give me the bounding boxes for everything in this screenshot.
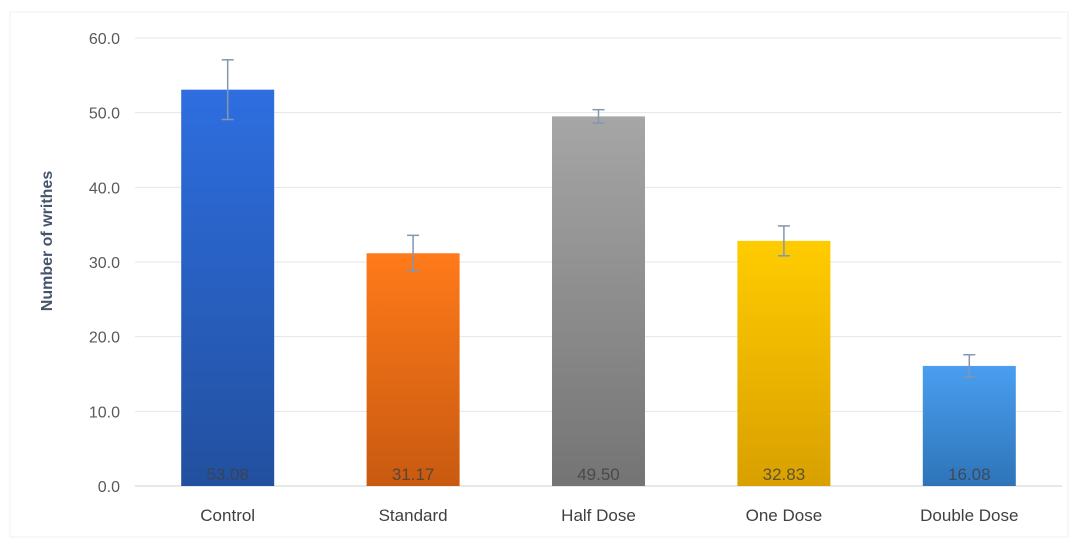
bars [181,89,1016,487]
y-tick-label: 0.0 [98,479,120,496]
bar-standard [366,253,460,486]
data-label: 49.50 [577,465,620,484]
x-category-label: Double Dose [920,506,1018,525]
data-label: 32.83 [763,465,806,484]
x-category-label: Standard [379,506,448,525]
error-bar [221,59,234,121]
y-tick-label: 20.0 [89,330,120,347]
x-category-label: Half Dose [561,506,636,525]
y-tick-label: 40.0 [89,180,120,197]
x-category-label: Control [200,506,255,525]
chart-border [9,11,1069,538]
category-labels: Control Standard Half Dose One Dose Double D… [200,506,1018,525]
error-bar [777,225,790,257]
bar-control [181,89,275,486]
error-bar [963,353,976,378]
data-label: 31.17 [392,465,435,484]
y-tick-label: 50.0 [89,106,120,123]
x-category-label: One Dose [746,506,823,525]
y-tick-label: 60.0 [89,31,120,48]
data-labels: 53.08 31.17 49.50 32.83 16.08 [206,465,990,484]
error-bars [221,59,976,378]
error-bar [407,234,420,272]
y-axis-tick-labels: 0.0 10.0 20.0 30.0 40.0 50.0 60.0 [89,31,120,496]
bar-half-dose [552,116,645,487]
bar-double-dose [922,365,1016,486]
y-tick-label: 30.0 [89,255,120,272]
y-tick-label: 10.0 [89,404,120,421]
data-label: 16.08 [948,465,991,484]
data-label: 53.08 [206,465,249,484]
error-bar [592,108,605,124]
bar-one-dose [737,240,831,486]
y-axis-title: Number of writhes [39,171,56,312]
